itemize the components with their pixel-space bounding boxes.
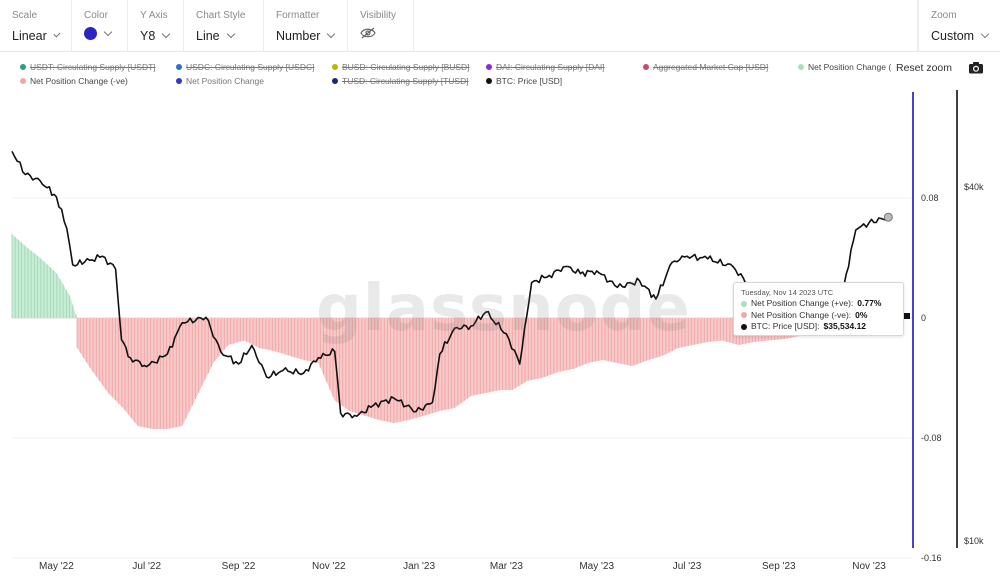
- tooltip-date: Tuesday, Nov 14 2023 UTC: [741, 288, 834, 297]
- x-tick-label: Sep '22: [222, 561, 256, 572]
- tooltip-row-value: $35,534.12: [823, 321, 867, 331]
- legend-label: BTC: Price [USD]: [496, 76, 563, 86]
- tooltip-row-btc: BTC: Price [USD]: $35,534.12: [741, 321, 896, 333]
- y-right-tick-label: $40k: [964, 182, 984, 192]
- legend-dot-icon: [643, 64, 649, 70]
- legend-dot-icon: [332, 78, 338, 84]
- x-tick-label: Nov '22: [312, 561, 346, 572]
- legend-label: Net Position Change (: [808, 62, 892, 72]
- legend-dot-icon: [741, 323, 747, 330]
- btc-price-path: [11, 150, 889, 419]
- chart-legend: USDT: Circulating Supply [USDT] USDC: Ci…: [0, 56, 891, 92]
- legend-label: TUSD: Circulating Supply [TUSD]: [342, 76, 469, 86]
- x-tick-label: Mar '23: [490, 561, 523, 572]
- tooltip-row-negative: Net Position Change (-ve): 0%: [741, 310, 896, 322]
- tooltip-row-label: Net Position Change (-ve):: [751, 309, 852, 320]
- legend-item-busd[interactable]: BUSD: Circulating Supply [BUSD]: [332, 62, 470, 72]
- scale-value: Linear: [12, 29, 47, 43]
- x-tick-label: May '23: [579, 561, 614, 572]
- yaxis-value: Y8: [140, 29, 156, 43]
- legend-item-net-position[interactable]: Net Position Change: [176, 76, 264, 86]
- legend-item-usdc[interactable]: USDC: Circulating Supply [USDC]: [176, 62, 314, 72]
- legend-label: USDC: Circulating Supply [USDC]: [186, 62, 315, 72]
- btc-price-point: [883, 212, 893, 222]
- y-left-tick-label: 0: [921, 313, 926, 323]
- tooltip-row-value: 0%: [855, 309, 868, 320]
- tooltip-row-label: BTC: Price [USD]:: [751, 321, 820, 331]
- legend-item-net-position-negative[interactable]: Net Position Change (-ve): [20, 76, 128, 86]
- legend-dot-icon: [332, 64, 338, 70]
- x-tick-label: Jan '23: [403, 561, 435, 572]
- legend-dot-icon: [20, 78, 26, 84]
- x-axis: May '22 Jul '22 Sep '22 Nov '22 Jan '23 Mar '…: [39, 561, 886, 572]
- legend-dot-icon: [486, 78, 492, 84]
- zoom-label: Zoom: [931, 10, 957, 21]
- color-dropdown[interactable]: Color: [72, 0, 128, 52]
- legend-label: Net Position Change (-ve): [30, 76, 128, 86]
- legend-label: Aggregated Market Cap [USD]: [653, 62, 769, 72]
- visibility-toggle[interactable]: Visibility: [348, 0, 414, 52]
- legend-dot-icon: [798, 64, 804, 70]
- formatter-dropdown[interactable]: Formatter Number: [264, 0, 348, 52]
- hover-cursor: [904, 92, 914, 548]
- y-left-tick-label: -0.08: [921, 433, 942, 443]
- yaxis-dropdown[interactable]: Y Axis Y8: [128, 0, 184, 52]
- legend-item-tusd[interactable]: TUSD: Circulating Supply [TUSD]: [332, 76, 469, 86]
- chart-style-dropdown[interactable]: Chart Style Line: [184, 0, 264, 52]
- scale-label: Scale: [12, 10, 38, 21]
- formatter-value: Number: [276, 29, 321, 43]
- legend-dot-icon: [20, 64, 26, 70]
- legend-dot-icon: [741, 312, 747, 319]
- net-position-positive-area: [11, 234, 78, 318]
- y-left-tick-label: 0.08: [921, 193, 939, 203]
- x-tick-label: May '22: [39, 561, 74, 572]
- y-axis-left: 0.08 0 -0.08 -0.16: [921, 193, 942, 563]
- tooltip-row-label: Net Position Change (+ve):: [751, 298, 854, 308]
- color-swatch-icon: [84, 27, 97, 40]
- reset-zoom-button[interactable]: Reset zoom: [893, 60, 956, 76]
- yaxis-label: Y Axis: [140, 10, 168, 21]
- btc-price-line: [11, 150, 893, 419]
- watermark: glassnode: [316, 272, 691, 346]
- chart-style-label: Chart Style: [196, 10, 246, 21]
- legend-dot-icon: [176, 78, 182, 84]
- legend-item-net-position-positive[interactable]: Net Position Change (: [798, 62, 891, 72]
- chart-style-value: Line: [196, 29, 220, 43]
- cursor-marker: [904, 313, 910, 319]
- eye-slash-icon: [360, 27, 376, 39]
- zoom-value: Custom: [931, 29, 975, 43]
- legend-dot-icon: [741, 300, 747, 307]
- chart-toolbar: Scale Linear Color Y Axis Y8 Chart Style…: [0, 0, 1000, 52]
- toolbar-spacer: [414, 0, 918, 51]
- legend-dot-icon: [176, 64, 182, 70]
- color-label: Color: [84, 10, 108, 21]
- legend-label: DAI: Circulating Supply [DAI]: [496, 62, 605, 72]
- legend-label: Net Position Change: [186, 76, 264, 86]
- y-axis-right: $40k $10k: [956, 90, 984, 548]
- x-tick-label: Sep '23: [762, 561, 796, 572]
- legend-label: BUSD: Circulating Supply [BUSD]: [342, 62, 470, 72]
- visibility-label: Visibility: [360, 10, 396, 21]
- chart-tooltip: Tuesday, Nov 14 2023 UTC Net Position Ch…: [733, 282, 904, 336]
- x-tick-label: Jul '23: [673, 561, 702, 572]
- tooltip-row-positive: Net Position Change (+ve): 0.77%: [741, 298, 896, 310]
- formatter-label: Formatter: [276, 10, 320, 21]
- legend-item-btc-price[interactable]: BTC: Price [USD]: [486, 76, 562, 86]
- x-tick-label: Jul '22: [132, 561, 161, 572]
- legend-label: USDT: Circulating Supply [USDT]: [30, 62, 156, 72]
- x-tick-label: Nov '23: [852, 561, 886, 572]
- legend-item-market-cap[interactable]: Aggregated Market Cap [USD]: [643, 62, 768, 72]
- tooltip-row-value: 0.77%: [857, 298, 882, 308]
- legend-dot-icon: [486, 64, 492, 70]
- scale-dropdown[interactable]: Scale Linear: [0, 0, 72, 52]
- camera-icon[interactable]: [968, 61, 984, 74]
- legend-item-dai[interactable]: DAI: Circulating Supply [DAI]: [486, 62, 605, 72]
- zoom-dropdown[interactable]: Zoom Custom: [918, 0, 1000, 52]
- legend-item-usdt[interactable]: USDT: Circulating Supply [USDT]: [20, 62, 156, 72]
- y-right-tick-label: $10k: [964, 536, 984, 546]
- y-left-tick-label: -0.16: [921, 553, 942, 563]
